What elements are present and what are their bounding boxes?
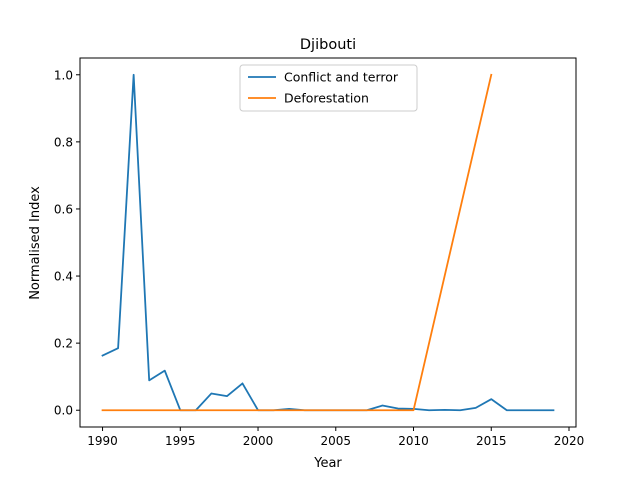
chart-title: Djibouti [300, 37, 356, 53]
legend: Conflict and terror Deforestation [239, 64, 418, 112]
x-tick-label: 2020 [554, 434, 585, 448]
axes-layer: 1990 1995 2000 2005 2010 2015 2020 0.0 0.2 0.4 0.6… [54, 57, 585, 448]
y-tick-label: 0.6 [54, 202, 73, 216]
y-tick-label: 0.2 [54, 337, 73, 351]
plot-frame [79, 57, 577, 428]
legend-label-2: Deforestation [284, 91, 369, 106]
x-tick-label: 2005 [321, 434, 352, 448]
y-tick-label: 0.0 [54, 404, 73, 418]
x-axis-label: Year [313, 456, 342, 471]
legend-label-1: Conflict and terror [284, 70, 399, 85]
x-tick-label: 1990 [87, 434, 118, 448]
legend-box [239, 64, 418, 112]
y-tick-label: 0.4 [54, 270, 73, 284]
y-tick-label: 1.0 [54, 68, 73, 82]
series-layer [101, 73, 555, 412]
x-tick-label: 1995 [165, 434, 196, 448]
x-tick-label: 2015 [476, 434, 507, 448]
x-tick-label: 2010 [398, 434, 429, 448]
series-line-2 [101, 73, 493, 412]
x-tick-label: 2000 [243, 434, 274, 448]
y-axis-label: Normalised Index [28, 186, 43, 300]
y-tick-label: 0.8 [54, 135, 73, 149]
